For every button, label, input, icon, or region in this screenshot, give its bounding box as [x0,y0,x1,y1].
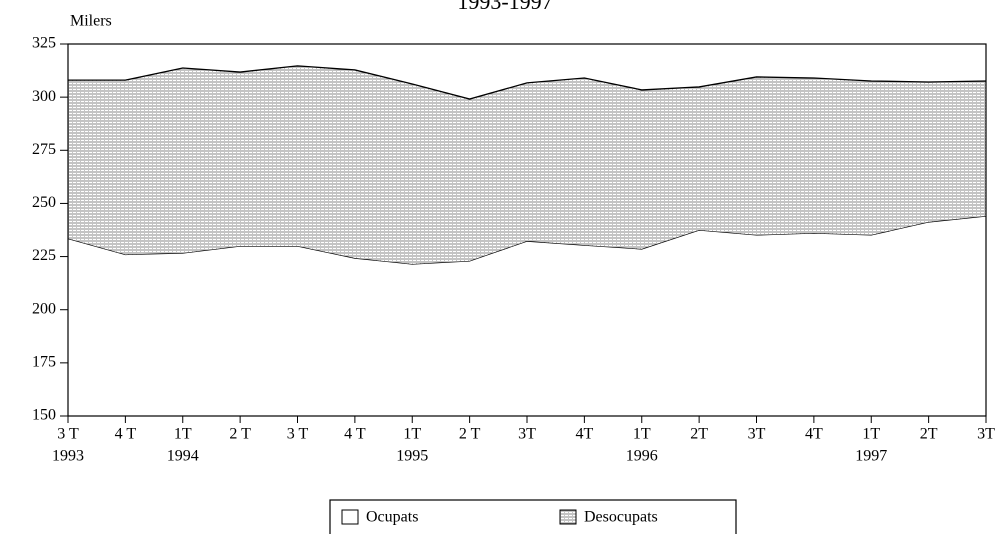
chart-title: 1993-1997 [457,0,552,14]
legend-swatch [341,509,359,525]
y-tick-label: 325 [32,35,56,52]
y-axis-label: Milers [70,13,112,30]
y-tick-label: 300 [32,88,56,105]
x-tick-label: 3T [977,426,995,443]
y-tick-label: 175 [32,354,56,371]
x-year-label: 1994 [167,448,199,465]
legend-label: Desocupats [584,509,658,526]
x-tick-label: 4T [575,426,593,443]
x-tick-label: 2 T [229,426,251,443]
x-tick-label: 1T [633,426,651,443]
x-tick-label: 2T [920,426,938,443]
x-tick-label: 3T [518,426,536,443]
x-tick-label: 3 T [287,426,309,443]
x-tick-label: 2T [690,426,708,443]
x-tick-label: 4 T [115,426,137,443]
y-tick-label: 150 [32,407,56,424]
legend-swatch [559,509,577,525]
legend-box [329,499,737,534]
x-year-label: 1993 [52,448,84,465]
x-year-label: 1996 [626,448,658,465]
y-tick-label: 250 [32,194,56,211]
area-edge [68,65,987,100]
x-year-label: 1995 [396,448,428,465]
x-tick-label: 3 T [57,426,79,443]
y-tick-label: 225 [32,247,56,264]
legend-label: Ocupats [366,509,418,526]
x-tick-label: 1T [174,426,192,443]
x-year-label: 1997 [855,448,887,465]
x-tick-label: 3T [748,426,766,443]
area [68,215,986,416]
y-tick-label: 275 [32,141,56,158]
x-tick-label: 4 T [344,426,366,443]
y-tick-label: 200 [32,300,56,317]
area [68,65,986,265]
x-tick-label: 1T [403,426,421,443]
x-tick-label: 1T [862,426,880,443]
x-tick-label: 4T [805,426,823,443]
x-tick-label: 2 T [459,426,481,443]
